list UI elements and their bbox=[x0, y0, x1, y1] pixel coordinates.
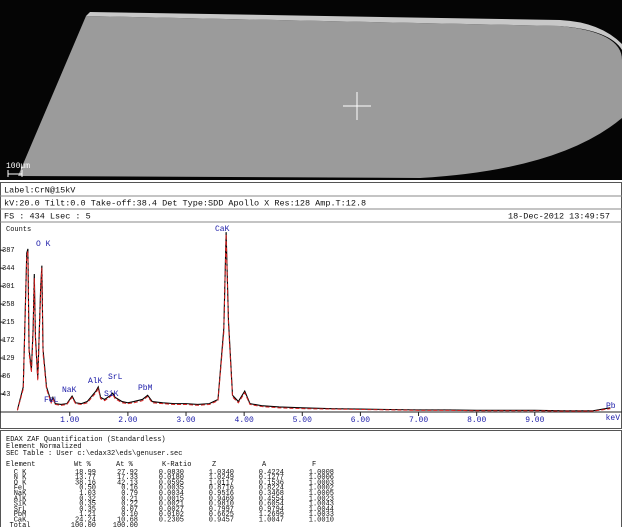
sample bbox=[18, 16, 622, 178]
x-tick-label: 8.00 bbox=[467, 416, 486, 425]
date: 18-Dec-2012 13:49:57 bbox=[508, 211, 610, 221]
x-label: keV bbox=[606, 414, 621, 423]
peak-label: PbM bbox=[138, 384, 153, 393]
column-header: Wt % bbox=[74, 461, 92, 469]
column-header: F bbox=[312, 461, 316, 469]
x-tick-label: 3.00 bbox=[176, 416, 195, 425]
y-tick-label: 129 bbox=[2, 355, 15, 363]
table-cell: 100.00 bbox=[71, 522, 96, 527]
y-tick-label: 43 bbox=[2, 391, 10, 399]
column-header: At % bbox=[116, 461, 134, 469]
page: 100µm Label:CrN@15kV kV:20.0 Tilt:0.0 Ta… bbox=[0, 0, 622, 527]
settings: kV:20.0 Tilt:0.0 Take-off:38.4 Det Type:… bbox=[4, 198, 366, 208]
y-tick-label: 387 bbox=[2, 247, 15, 255]
table-cell: 1.0047 bbox=[259, 517, 284, 525]
table-cell: Total bbox=[9, 522, 30, 527]
column-header: K-Ratio bbox=[162, 461, 191, 469]
y-label: Counts bbox=[6, 226, 31, 234]
x-tick-label: 5.00 bbox=[293, 416, 312, 425]
y-tick-label: 86 bbox=[2, 373, 10, 381]
table-sec: SEC Table : User c:\edax32\eds\genuser.s… bbox=[6, 450, 182, 458]
column-header: Z bbox=[212, 461, 216, 469]
column-header: Element bbox=[6, 461, 35, 469]
table-cell: 0.2305 bbox=[159, 517, 184, 525]
fs: FS : 434 Lsec : 5 bbox=[4, 211, 91, 221]
label: Label:CrN@15kV bbox=[4, 185, 76, 195]
peak-label: SiK bbox=[104, 390, 119, 399]
x-tick-label: 9.00 bbox=[525, 416, 544, 425]
y-tick-label: 172 bbox=[2, 337, 15, 345]
scale-label: 100µm bbox=[6, 162, 30, 171]
x-tick-label: 4.00 bbox=[235, 416, 254, 425]
peak-label: AlK bbox=[88, 377, 103, 386]
peak-label: O K bbox=[36, 240, 51, 249]
table-cell: 0.9457 bbox=[209, 517, 234, 525]
y-tick-label: 258 bbox=[2, 301, 15, 309]
y-tick-label: 215 bbox=[2, 319, 15, 327]
x-tick-label: 2.00 bbox=[118, 416, 137, 425]
peak-label: SrL bbox=[108, 373, 123, 382]
x-tick-label: 1.00 bbox=[60, 416, 79, 425]
y-tick-label: 301 bbox=[2, 283, 15, 291]
x-tick-label: 6.00 bbox=[351, 416, 370, 425]
peak-label: Pb bbox=[606, 402, 616, 411]
table-cell: 1.0010 bbox=[309, 517, 334, 525]
peak-label: CaK bbox=[215, 225, 230, 234]
y-tick-label: 344 bbox=[2, 265, 15, 273]
peak-label: FeL bbox=[44, 396, 59, 405]
peak-label: NaK bbox=[62, 386, 77, 395]
x-tick-label: 7.00 bbox=[409, 416, 428, 425]
table-cell: 100.00 bbox=[113, 522, 138, 527]
